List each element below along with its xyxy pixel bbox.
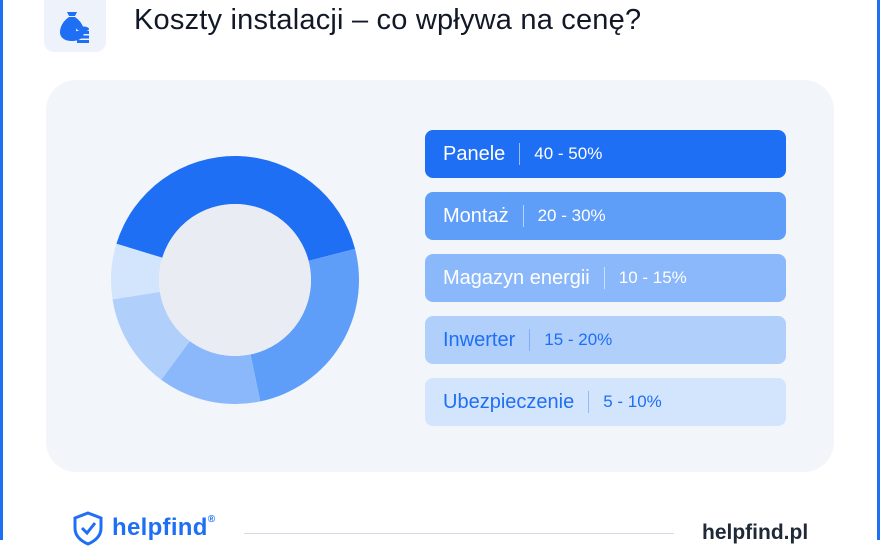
footer-url[interactable]: helpfind.pl (702, 521, 809, 544)
legend-separator (603, 267, 605, 289)
header-icon-box (44, 0, 106, 52)
page-title: Koszty instalacji – co wpływa na cenę? (134, 4, 642, 36)
legend-value: 5 - 10% (603, 392, 662, 411)
legend-separator (588, 391, 590, 413)
legend-value: 20 - 30% (537, 206, 606, 225)
legend-label: Montaż (443, 204, 509, 227)
footer-logo: helpfind® (70, 510, 215, 546)
donut-chart (110, 156, 359, 404)
brand-name: helpfind® (112, 514, 216, 541)
legend-item: Panele 40 - 50% (425, 130, 786, 178)
legend-label: Inwerter (443, 328, 516, 351)
legend-label: Panele (443, 142, 506, 165)
donut-slice-inwerter (112, 291, 190, 380)
legend-item: Ubezpieczenie 5 - 10% (425, 378, 786, 426)
legend-item: Inwerter 15 - 20% (425, 316, 786, 364)
legend-item: Magazyn energii 10 - 15% (425, 254, 786, 302)
legend-separator (529, 329, 531, 351)
legend-value: 40 - 50% (534, 144, 603, 163)
legend-label: Magazyn energii (443, 266, 590, 289)
legend-separator (522, 205, 524, 227)
legend-label: Ubezpieczenie (443, 390, 575, 413)
footer-divider (244, 533, 674, 534)
donut-slice-panele (116, 156, 356, 261)
donut-hole (159, 204, 311, 356)
donut-slice-ubezpieczenie (110, 243, 163, 300)
shield-check-icon (73, 511, 103, 546)
coin-bag-icon (60, 12, 90, 43)
legend-separator (519, 143, 521, 165)
donut-slice-magazyn-energii (161, 341, 261, 404)
legend-value: 10 - 15% (618, 268, 687, 287)
legend: Panele 40 - 50% Montaż 20 - 30% Magazyn ener… (425, 130, 786, 440)
legend-value: 15 - 20% (544, 330, 613, 349)
donut-slice-montaż (250, 248, 359, 402)
legend-item: Montaż 20 - 30% (425, 192, 786, 240)
